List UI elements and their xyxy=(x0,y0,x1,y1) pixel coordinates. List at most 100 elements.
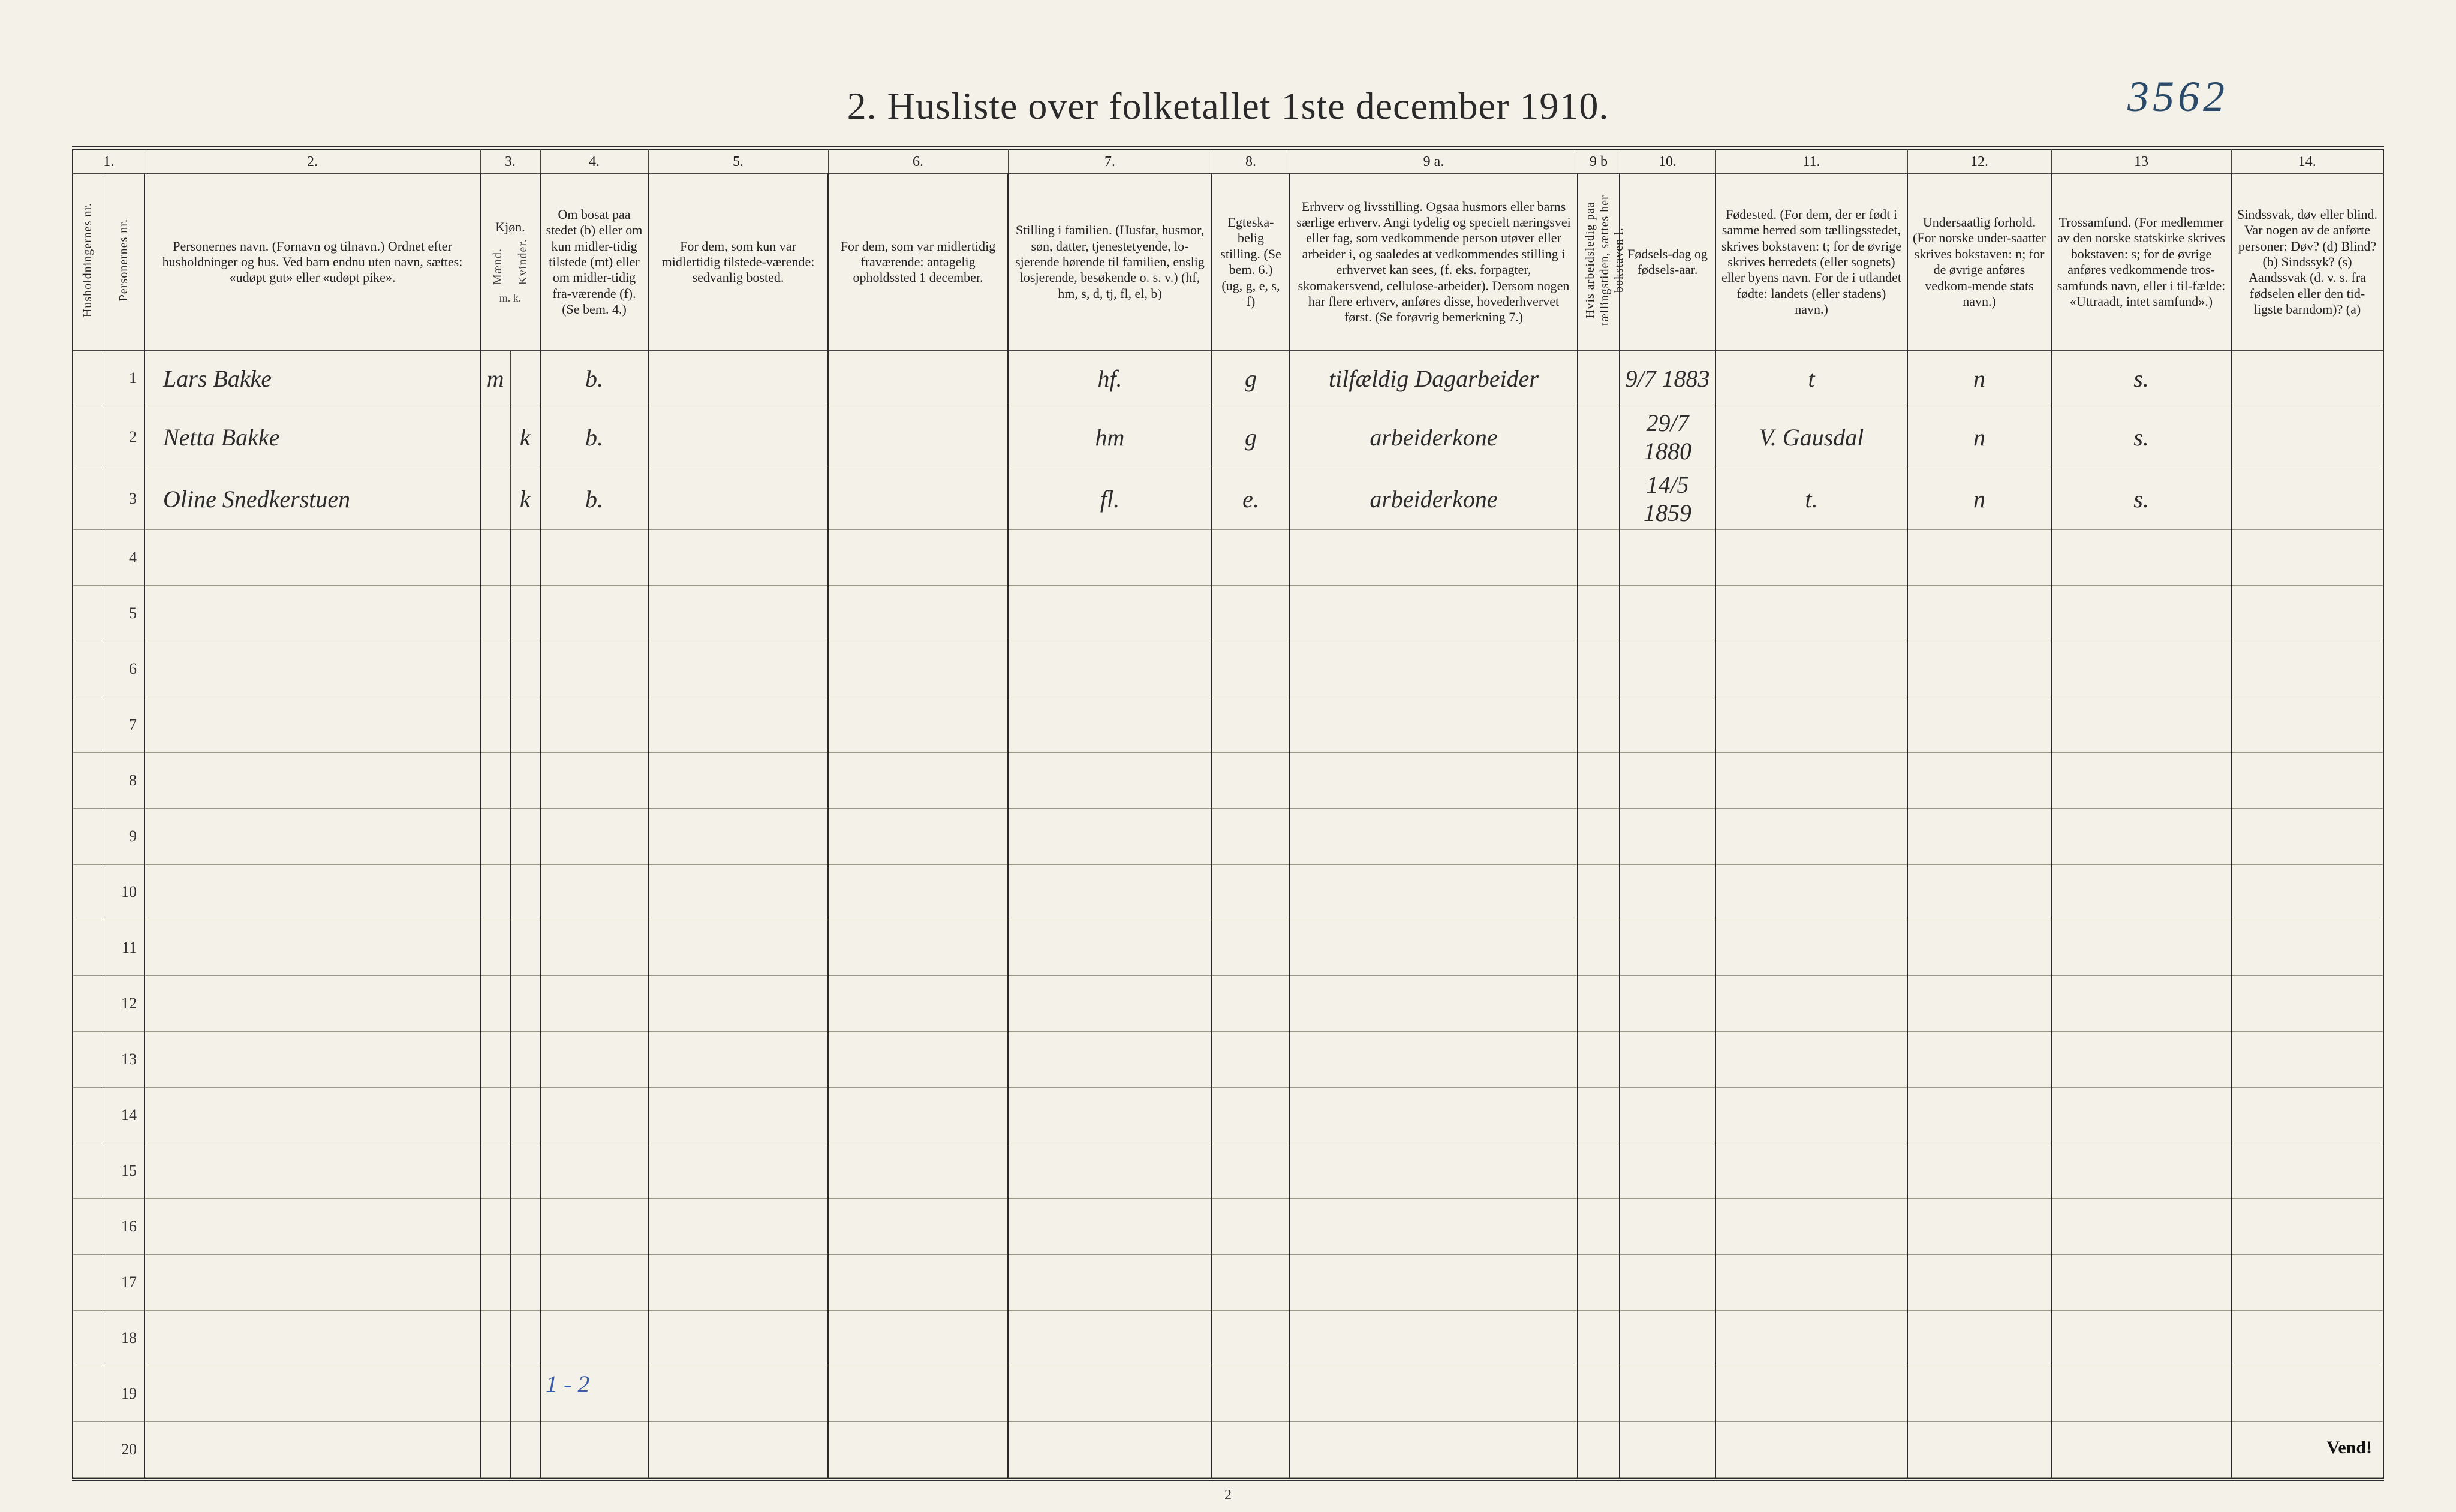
cell-empty xyxy=(510,1032,540,1088)
colnum-13: 13 xyxy=(2051,150,2231,174)
cell-empty xyxy=(2051,1199,2231,1255)
cell-midl-tilstede xyxy=(648,468,828,530)
cell-empty xyxy=(1578,530,1620,586)
cell-person-nr: 17 xyxy=(103,1255,145,1311)
cell-empty xyxy=(2231,1366,2383,1422)
cell-empty xyxy=(510,1143,540,1199)
cell-empty xyxy=(1212,1088,1290,1143)
cell-empty xyxy=(510,1366,540,1422)
cell-person-nr: 8 xyxy=(103,753,145,809)
cell-empty xyxy=(540,809,648,865)
hdr-midl-tilstede: For dem, som kun var midlertidig tilsted… xyxy=(648,174,828,351)
colnum-8: 8. xyxy=(1212,150,1290,174)
cell-empty xyxy=(1008,1143,1212,1199)
table-row: 2Netta Bakkekb.hmgarbeiderkone29/7 1880V… xyxy=(73,406,2383,468)
cell-empty xyxy=(828,976,1008,1032)
table-row: 13 xyxy=(73,1032,2383,1088)
cell-empty xyxy=(2231,586,2383,641)
cell-empty xyxy=(1620,865,1715,920)
colnum-1: 1. xyxy=(73,150,145,174)
cell-hushold-nr xyxy=(73,1366,103,1422)
cell-empty xyxy=(1715,1311,1907,1366)
cell-hushold-nr xyxy=(73,1422,103,1478)
cell-arbeidsledig xyxy=(1578,468,1620,530)
cell-empty xyxy=(480,641,510,697)
cell-empty xyxy=(145,1032,480,1088)
cell-fodselsdag: 9/7 1883 xyxy=(1620,351,1715,406)
cell-empty xyxy=(648,920,828,976)
cell-empty xyxy=(828,641,1008,697)
cell-empty xyxy=(145,530,480,586)
table-row: 6 xyxy=(73,641,2383,697)
cell-empty xyxy=(1290,697,1578,753)
cell-empty xyxy=(1620,1255,1715,1311)
cell-empty xyxy=(1008,920,1212,976)
hdr-undersaatlig: Undersaatlig forhold. (For norske under-… xyxy=(1907,174,2051,351)
cell-empty xyxy=(1907,1199,2051,1255)
cell-empty xyxy=(2051,976,2231,1032)
cell-empty xyxy=(1290,1255,1578,1311)
cell-empty xyxy=(1907,753,2051,809)
cell-empty xyxy=(1620,1143,1715,1199)
cell-empty xyxy=(2051,641,2231,697)
cell-empty xyxy=(1907,1255,2051,1311)
cell-empty xyxy=(1907,809,2051,865)
cell-sex-m xyxy=(480,406,510,468)
cell-empty xyxy=(1008,586,1212,641)
cell-name: Oline Snedkerstuen xyxy=(145,468,480,530)
cell-empty xyxy=(540,1199,648,1255)
cell-empty xyxy=(648,641,828,697)
cell-person-nr: 18 xyxy=(103,1311,145,1366)
cell-empty xyxy=(540,1088,648,1143)
cell-empty xyxy=(1620,809,1715,865)
cell-empty xyxy=(2051,697,2231,753)
cell-empty xyxy=(1907,641,2051,697)
cell-empty xyxy=(145,641,480,697)
cell-empty xyxy=(1212,865,1290,920)
cell-empty xyxy=(1578,697,1620,753)
table-row: 5 xyxy=(73,586,2383,641)
cell-empty xyxy=(1008,865,1212,920)
cell-empty xyxy=(1715,1199,1907,1255)
cell-empty xyxy=(1290,865,1578,920)
cell-empty xyxy=(1620,920,1715,976)
cell-empty xyxy=(510,1088,540,1143)
cell-empty xyxy=(145,976,480,1032)
cell-person-nr: 19 xyxy=(103,1366,145,1422)
cell-hushold-nr xyxy=(73,1255,103,1311)
cell-erhverv: tilfældig Dagarbeider xyxy=(1290,351,1578,406)
cell-empty xyxy=(1290,753,1578,809)
cell-empty xyxy=(1620,1032,1715,1088)
cell-person-nr: 4 xyxy=(103,530,145,586)
cell-empty xyxy=(648,530,828,586)
hdr-kjon-sub: Mænd. Kvinder. xyxy=(486,239,535,288)
cell-empty xyxy=(828,920,1008,976)
table-row: 12 xyxy=(73,976,2383,1032)
cell-empty xyxy=(1620,641,1715,697)
cell-empty xyxy=(1907,586,2051,641)
table-row: 18 xyxy=(73,1311,2383,1366)
cell-empty xyxy=(510,865,540,920)
cell-person-nr: 5 xyxy=(103,586,145,641)
page-title: 2. Husliste over folketallet 1ste decemb… xyxy=(847,85,1609,127)
cell-empty xyxy=(1290,809,1578,865)
table-row: 1Lars Bakkemb.hf.gtilfældig Dagarbeider9… xyxy=(73,351,2383,406)
hdr-sindssvak: Sindssvak, døv eller blind. Var nogen av… xyxy=(2231,174,2383,351)
table-row: 7 xyxy=(73,697,2383,753)
cell-person-nr: 13 xyxy=(103,1032,145,1088)
cell-empty xyxy=(828,1255,1008,1311)
cell-empty xyxy=(1578,753,1620,809)
cell-person-nr: 3 xyxy=(103,468,145,530)
cell-person-nr: 11 xyxy=(103,920,145,976)
census-grid: 1. 2. 3. 4. 5. 6. 7. 8. 9 a. 9 b 10. 11.… xyxy=(72,146,2384,1481)
cell-empty xyxy=(1715,976,1907,1032)
cell-empty xyxy=(2051,865,2231,920)
table-row: 19 xyxy=(73,1366,2383,1422)
cell-empty xyxy=(1008,1366,1212,1422)
handwritten-folio-number: 3562 xyxy=(2127,72,2228,122)
cell-empty xyxy=(648,1255,828,1311)
cell-empty xyxy=(1008,753,1212,809)
cell-midl-tilstede xyxy=(648,406,828,468)
colnum-9a: 9 a. xyxy=(1290,150,1578,174)
cell-empty xyxy=(828,1422,1008,1478)
